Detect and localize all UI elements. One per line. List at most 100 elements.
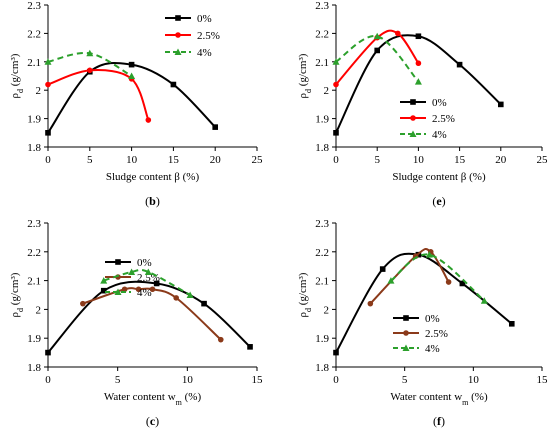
legend-marker [174, 48, 182, 55]
x-axis-title: Sludge content β (%) [392, 171, 486, 183]
legend-marker [410, 115, 416, 121]
y-tick-label: 2.2 [27, 247, 41, 259]
legend-label: 4% [425, 343, 440, 355]
data-point [456, 61, 463, 68]
legend-label: 4% [137, 287, 152, 299]
y-tick-label: 2.2 [27, 28, 41, 40]
panel-label: (b) [145, 194, 160, 208]
panel-label: (e) [432, 194, 445, 208]
x-tick-label: 20 [495, 154, 507, 166]
series-4% [387, 251, 488, 304]
chart-panel-4: 1.8 1.9 2 2.1 2.2 2.3 0 5 10 15 Water content wm (… [297, 218, 548, 428]
legend-label: 2.5% [432, 113, 455, 125]
y-tick-label: 2 [324, 85, 330, 97]
series-line [335, 35, 420, 83]
data-point [44, 58, 52, 65]
y-tick-label: 2.3 [315, 0, 329, 12]
legend-label: 2.5% [197, 30, 220, 42]
data-point [508, 321, 515, 327]
y-tick-label: 2.1 [315, 276, 329, 288]
x-tick-label: 0 [45, 374, 51, 386]
y-tick-label: 1.9 [27, 333, 41, 345]
data-point [80, 300, 86, 307]
y-axis-title: ρd (g/cm³) [297, 272, 313, 317]
data-point [128, 72, 136, 79]
legend-marker [175, 32, 181, 38]
x-tick-label: 0 [333, 154, 339, 166]
data-point [128, 61, 135, 68]
y-tick-label: 1.9 [315, 333, 329, 345]
data-point [86, 49, 94, 57]
y-tick-label: 2.3 [27, 0, 41, 12]
data-point [201, 300, 207, 307]
data-point [498, 101, 504, 108]
data-point [333, 349, 339, 356]
chart-panel-3: 1.8 1.9 2 2.1 2.2 2.3 0 5 10 15 Water content wm (… [9, 218, 263, 428]
data-point [128, 268, 136, 275]
data-point [45, 130, 51, 136]
data-point [333, 81, 339, 88]
chart-panel-2: 1.8 1.9 2 2.1 2.2 2.3 0 5 10 15 20 25 Sludge content… [297, 0, 548, 208]
x-tick-label: 25 [537, 154, 549, 166]
data-point [387, 277, 395, 284]
data-point [415, 60, 422, 67]
x-axis-title: Sludge content β (%) [106, 171, 200, 183]
x-tick-label: 10 [413, 154, 425, 166]
data-point [333, 130, 339, 136]
data-point [149, 286, 156, 293]
legend-label: 2.5% [425, 328, 448, 340]
series-4% [332, 32, 422, 85]
y-tick-label: 2.3 [27, 218, 41, 230]
data-point [45, 81, 51, 88]
y-tick-label: 1.8 [27, 142, 41, 154]
data-point [374, 47, 380, 54]
x-tick-label: 15 [168, 154, 180, 166]
y-tick-label: 2.1 [27, 276, 41, 288]
legend-marker [175, 15, 181, 21]
legend-marker [410, 99, 416, 105]
data-point [379, 266, 386, 272]
data-point [100, 277, 108, 284]
y-tick-label: 2.3 [315, 218, 329, 230]
legend-marker [115, 259, 121, 265]
data-point [170, 81, 177, 88]
x-axis-title: Water content wm (%) [390, 391, 488, 407]
series-line [335, 29, 420, 86]
y-tick-label: 2.1 [315, 57, 329, 69]
y-tick-label: 1.8 [27, 362, 41, 374]
y-axis-title: ρd (g/cm³) [9, 53, 25, 98]
x-tick-label: 20 [210, 154, 222, 166]
legend-label: 4% [197, 47, 212, 59]
data-point [45, 349, 51, 356]
data-point [100, 287, 107, 294]
series-line [103, 268, 191, 296]
series-4% [44, 49, 136, 79]
data-point [217, 336, 224, 343]
x-tick-label: 10 [126, 154, 138, 166]
x-tick-label: 5 [115, 374, 121, 386]
data-point [415, 33, 422, 40]
data-point [135, 286, 142, 293]
x-tick-label: 0 [333, 374, 339, 386]
data-point [247, 344, 253, 350]
series-0% [333, 33, 504, 136]
legend-marker [403, 330, 409, 336]
y-tick-label: 1.8 [315, 142, 329, 154]
x-tick-label: 15 [454, 154, 466, 166]
data-point [153, 280, 160, 287]
y-tick-label: 1.9 [315, 114, 329, 126]
legend-label: 0% [137, 257, 152, 269]
data-point [425, 251, 433, 258]
data-point [186, 291, 194, 298]
y-tick-label: 2.2 [315, 247, 329, 259]
data-point [445, 279, 452, 285]
y-tick-label: 2.1 [27, 57, 41, 69]
data-point [87, 67, 93, 74]
series-0% [45, 280, 253, 356]
y-axis-title: ρd (g/cm³) [9, 272, 25, 317]
series-4% [100, 268, 194, 298]
x-tick-label: 15 [252, 374, 264, 386]
y-tick-label: 2 [36, 304, 42, 316]
legend-label: 0% [425, 313, 440, 325]
data-point [459, 280, 466, 287]
